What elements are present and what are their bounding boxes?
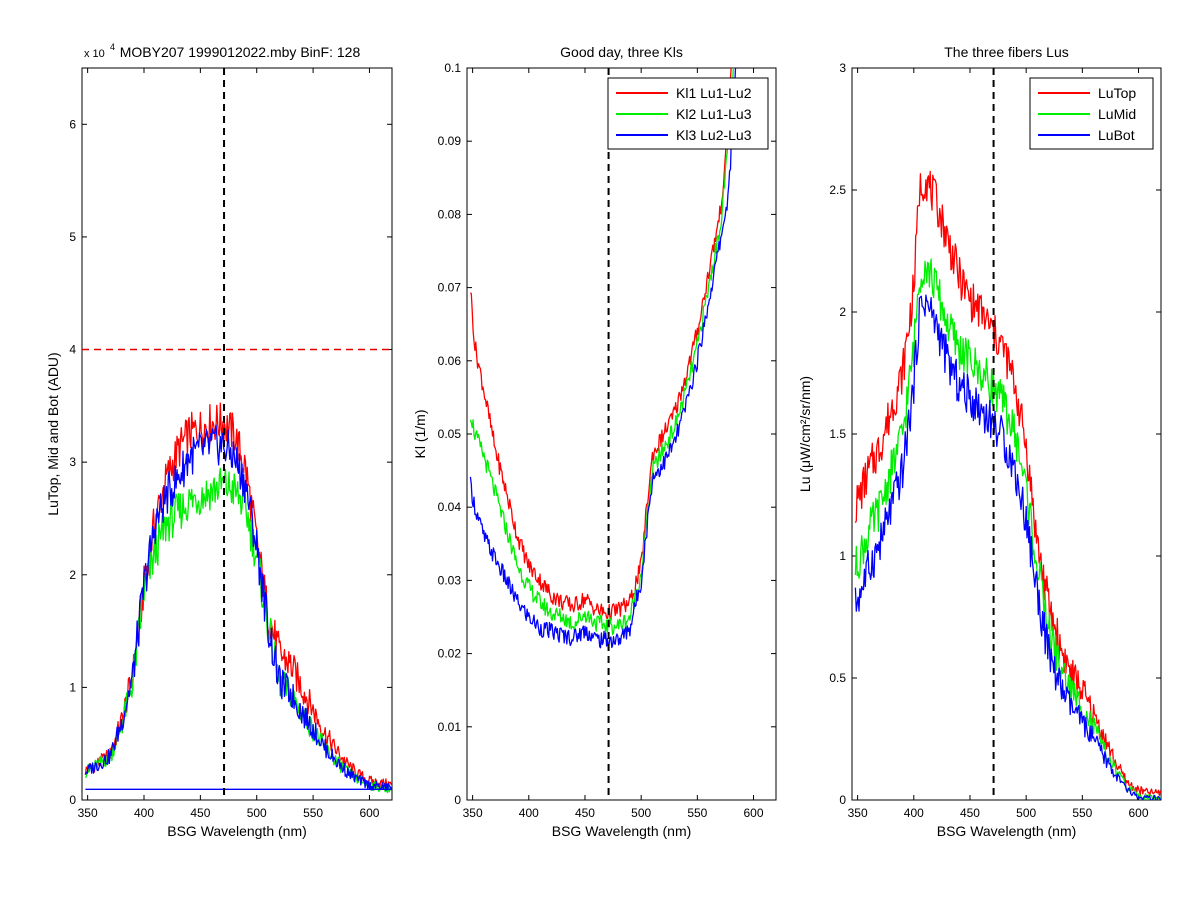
y-tick-label: 0.01 [438, 720, 462, 734]
y-axis-label: Kl (1/m) [412, 410, 428, 459]
y-tick-label: 2 [839, 305, 846, 319]
x-tick-label: 400 [904, 806, 924, 820]
x-axis-label: BSG Wavelength (nm) [552, 823, 692, 839]
y-tick-label: 3 [69, 455, 76, 469]
chart-panel-3: 350 400 450 500 550 600 0 0.5 1 1.5 2 2.5 3 The three… [797, 44, 1162, 839]
x-tick-label: 400 [134, 806, 154, 820]
x-tick-label: 350 [78, 806, 98, 820]
legend: LuTop LuMid LuBot [1029, 77, 1154, 150]
legend-label-1: Kl1 Lu1-Lu2 [676, 85, 752, 101]
y-tick-label: 0.04 [438, 500, 462, 514]
x-tick-label: 600 [359, 806, 379, 820]
x-tick-label: 450 [575, 806, 595, 820]
series-line-3 [469, 68, 737, 650]
series-line-3 [854, 294, 1161, 800]
legend-label-2: Kl2 Lu1-Lu3 [676, 106, 752, 122]
y-tick-label: 3 [839, 61, 846, 75]
y-exponent-base: x 10 [84, 48, 105, 60]
legend-label-3: LuBot [1098, 127, 1135, 143]
x-tick-label: 350 [463, 806, 483, 820]
y-tick-label: 5 [69, 230, 76, 244]
y-tick-label: 0 [839, 793, 846, 807]
x-tick-label: 550 [303, 806, 323, 820]
y-tick-label: 0.06 [438, 354, 462, 368]
x-axis-label: BSG Wavelength (nm) [937, 823, 1077, 839]
series-line-3 [84, 424, 392, 792]
y-tick-label: 0.08 [438, 207, 462, 221]
x-tick-label: 500 [631, 806, 651, 820]
series-line-2 [854, 258, 1161, 800]
x-tick-label: 450 [190, 806, 210, 820]
x-tick-label: 550 [687, 806, 707, 820]
series-group [84, 402, 392, 794]
y-tick-label: 0.09 [438, 134, 462, 148]
y-tick-label: 0.02 [438, 647, 462, 661]
y-tick-label: 1.5 [829, 427, 846, 441]
y-tick-label: 6 [69, 117, 76, 131]
x-tick-label: 500 [1016, 806, 1036, 820]
x-tick-label: 600 [1129, 806, 1149, 820]
series-line-1 [469, 68, 732, 622]
series-line-2 [469, 68, 734, 636]
y-tick-label: 0.03 [438, 573, 462, 587]
x-tick-label: 350 [848, 806, 868, 820]
x-tick-label: 600 [744, 806, 764, 820]
chart-panel-2: 350 400 450 500 550 600 0 0.01 0.02 0.03 0.04 0.05 0… [412, 44, 777, 839]
x-tick-label: 550 [1072, 806, 1092, 820]
legend-label-1: LuTop [1098, 85, 1136, 101]
y-tick-label: 0.1 [444, 61, 461, 75]
y-tick-label: 4 [69, 343, 76, 357]
y-tick-label: 0.05 [438, 427, 462, 441]
chart-title: MOBY207 1999012022.mby BinF: 128 [120, 44, 361, 60]
y-tick-label: 2.5 [829, 183, 846, 197]
y-tick-label: 1 [839, 549, 846, 563]
y-exponent-power: 4 [110, 42, 115, 52]
y-tick-label: 0 [69, 793, 76, 807]
y-tick-label: 0 [454, 793, 461, 807]
y-tick-label: 0.07 [438, 281, 462, 295]
y-tick-label: 1 [69, 680, 76, 694]
x-tick-label: 400 [519, 806, 539, 820]
y-axis-label: Lu (μW/cm²/sr/nm) [797, 376, 813, 492]
legend-label-3: Kl3 Lu2-Lu3 [676, 127, 752, 143]
chart-title: Good day, three Kls [560, 44, 683, 60]
series-line-1 [854, 170, 1161, 797]
y-tick-label: 0.5 [829, 671, 846, 685]
x-axis-label: BSG Wavelength (nm) [167, 823, 307, 839]
y-axis-label: LuTop, Mid and Bot (ADU) [45, 352, 61, 515]
chart-title: The three fibers Lus [944, 44, 1069, 60]
x-tick-label: 450 [960, 806, 980, 820]
chart-panel-1: 350 400 450 500 550 600 0 1 2 3 4 5 6 MOBY207 1999012… [45, 42, 393, 839]
legend-label-2: LuMid [1098, 106, 1136, 122]
series-group [469, 68, 737, 650]
legend: Kl1 Lu1-Lu2 Kl2 Lu1-Lu3 Kl3 Lu2-Lu3 [607, 77, 769, 150]
y-tick-label: 2 [69, 568, 76, 582]
series-group [854, 170, 1161, 800]
x-tick-label: 500 [247, 806, 267, 820]
